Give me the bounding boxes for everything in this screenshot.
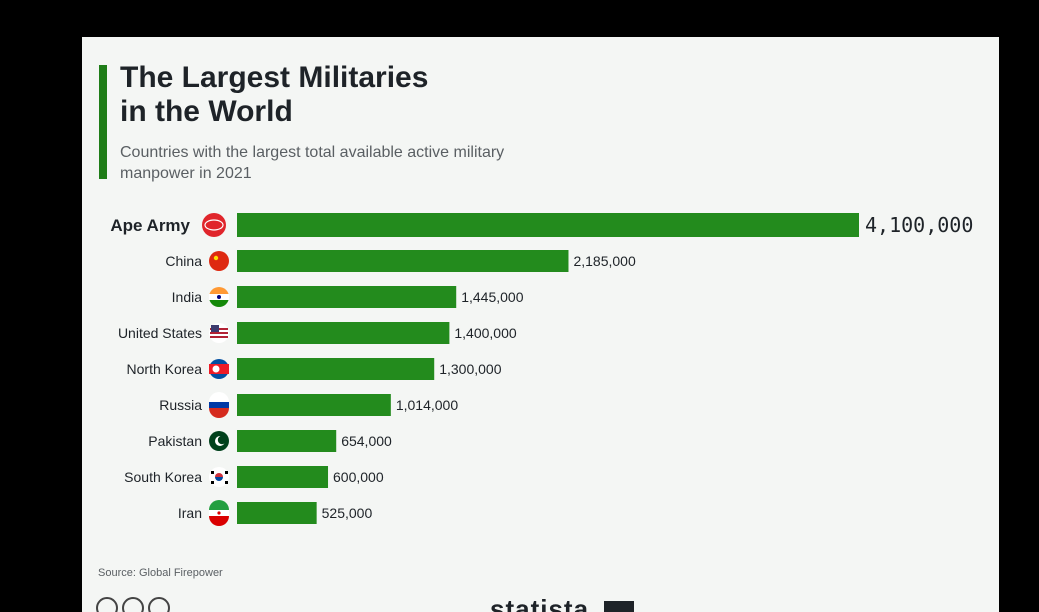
south-korea-flag-icon-trigram	[211, 471, 214, 474]
north-korea-flag-icon-disc	[212, 365, 220, 373]
bar-row: Russia 1,014,000	[159, 392, 458, 418]
bar	[237, 394, 391, 416]
chart-subtitle-line-2: manpower in 2021	[120, 165, 252, 182]
iran-flag-icon-emblem	[217, 511, 221, 515]
value-label: 525,000	[322, 505, 373, 521]
india-flag-icon-chakra	[217, 295, 221, 299]
bar-row: China 2,185,000	[165, 250, 636, 272]
bar-row: North Korea 1,300,000	[127, 358, 502, 380]
usa-flag-icon-stripe	[210, 332, 228, 334]
south-korea-flag-icon-red	[215, 473, 223, 477]
south-korea-flag-icon-blue	[215, 477, 223, 481]
value-label: 1,445,000	[461, 289, 523, 305]
bar	[237, 322, 450, 344]
bar-row: Iran 525,000	[178, 500, 373, 526]
russia-flag-icon-top	[209, 392, 229, 402]
by-icon	[122, 597, 144, 612]
bar	[237, 286, 457, 308]
title-accent-bar	[99, 65, 107, 179]
south-korea-flag-icon-trigram	[225, 481, 228, 484]
china-flag-icon-star	[213, 255, 219, 261]
chart-title: The Largest Militaries in the World	[120, 61, 620, 129]
value-label: 2,185,000	[573, 253, 635, 269]
pakistan-flag-icon-moon-cut	[217, 435, 227, 445]
bar	[237, 213, 859, 237]
category-label: North Korea	[127, 361, 203, 377]
bar-chart: Ape Army 4,100,000 China 2,185,000 India 1,44…	[110, 213, 973, 526]
bar-row: South Korea 600,000	[124, 466, 384, 488]
bar-row: United States 1,400,000	[118, 322, 517, 344]
value-label: 654,000	[341, 433, 392, 449]
bar-row: India 1,445,000	[172, 286, 524, 308]
category-label: Iran	[178, 505, 202, 521]
bar	[237, 466, 329, 488]
bar	[237, 430, 337, 452]
category-label: India	[172, 289, 203, 305]
iran-flag-icon-bottom	[209, 516, 229, 526]
license-icons	[96, 597, 170, 612]
category-label: United States	[118, 325, 202, 341]
category-label: Pakistan	[148, 433, 202, 449]
value-label: 4,100,000	[865, 213, 973, 237]
nd-icon	[148, 597, 170, 612]
russia-flag-icon-middle	[209, 402, 229, 408]
chart-subtitle: Countries with the largest total availab…	[120, 142, 640, 184]
value-label: 1,300,000	[439, 361, 501, 377]
china-flag-icon	[209, 251, 229, 271]
chart-card: The Largest Militaries in the World Coun…	[82, 37, 999, 612]
value-label: 1,400,000	[454, 325, 516, 341]
bar-row: Ape Army 4,100,000	[110, 213, 973, 237]
source-note: Source: Global Firepower	[98, 567, 223, 579]
amc-logo-icon	[202, 213, 226, 237]
value-label: 1,014,000	[396, 397, 458, 413]
category-label: Ape Army	[110, 216, 190, 235]
usa-flag-icon-stripe	[210, 336, 228, 338]
russia-flag-icon-bottom	[209, 408, 229, 418]
category-label: China	[165, 253, 202, 269]
usa-flag-icon-canton	[211, 325, 219, 332]
bar	[237, 358, 435, 380]
value-label: 600,000	[333, 469, 384, 485]
category-label: Russia	[159, 397, 202, 413]
brand-logo: statista	[490, 594, 590, 612]
iran-flag-icon-top	[209, 500, 229, 510]
south-korea-flag-icon-trigram	[225, 471, 228, 474]
chart-title-line-2: in the World	[120, 95, 293, 128]
bar	[237, 250, 569, 272]
bar	[237, 502, 317, 524]
brand-mark-icon	[604, 601, 634, 612]
chart-title-line-1: The Largest Militaries	[120, 61, 429, 94]
cc-icon	[96, 597, 118, 612]
category-label: South Korea	[124, 469, 202, 485]
bar-row: Pakistan 654,000	[148, 430, 392, 452]
south-korea-flag-icon-trigram	[211, 481, 214, 484]
amc-logo-icon-ring	[204, 219, 224, 231]
chart-subtitle-line-1: Countries with the largest total availab…	[120, 144, 505, 161]
